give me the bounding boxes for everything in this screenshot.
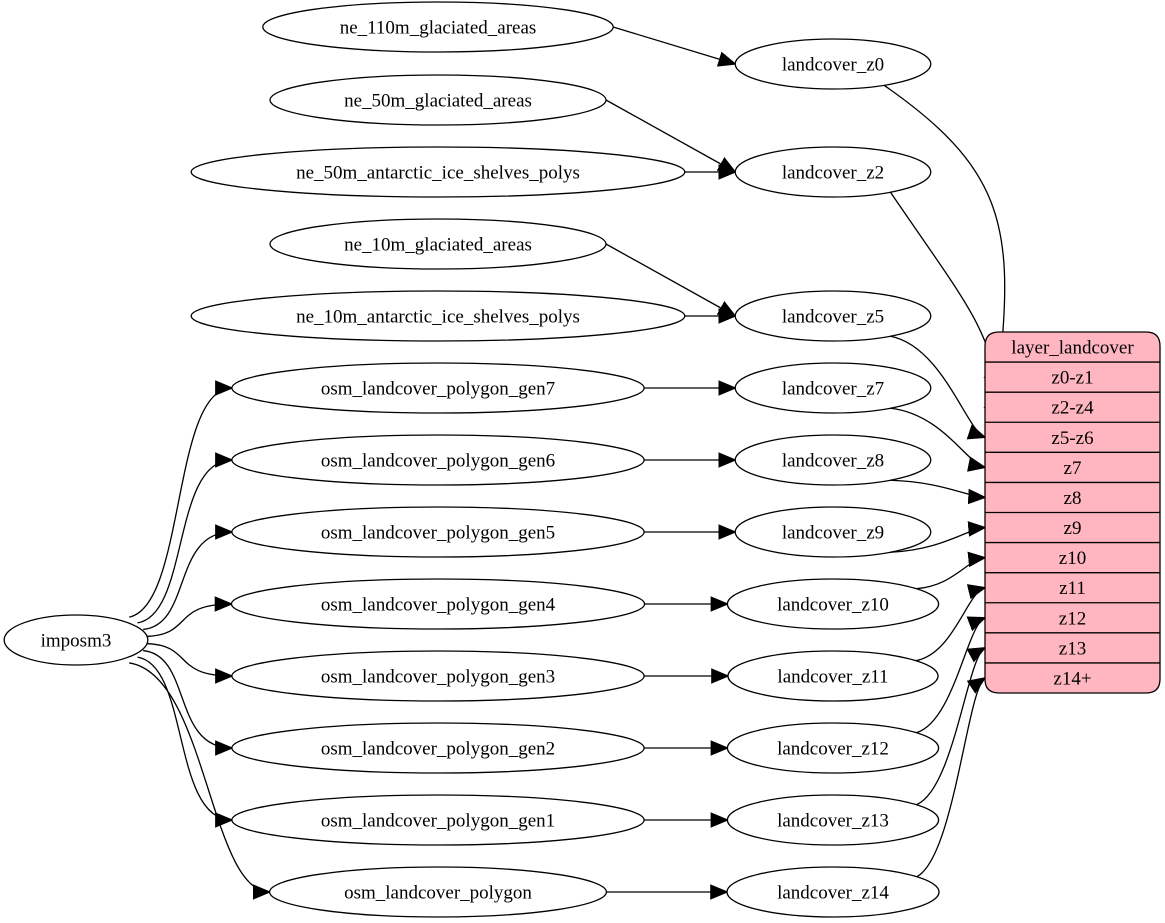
svg-text:osm_landcover_polygon_gen1: osm_landcover_polygon_gen1 (321, 811, 555, 832)
svg-text:osm_landcover_polygon_gen6: osm_landcover_polygon_gen6 (321, 451, 555, 472)
svg-text:osm_landcover_polygon_gen3: osm_landcover_polygon_gen3 (321, 667, 555, 688)
svg-text:landcover_z12: landcover_z12 (777, 739, 889, 760)
svg-text:z10: z10 (1059, 548, 1086, 569)
svg-text:osm_landcover_polygon_gen4: osm_landcover_polygon_gen4 (321, 595, 556, 616)
svg-text:osm_landcover_polygon_gen7: osm_landcover_polygon_gen7 (321, 379, 555, 400)
svg-text:osm_landcover_polygon_gen5: osm_landcover_polygon_gen5 (321, 523, 555, 544)
svg-text:osm_landcover_polygon: osm_landcover_polygon (344, 883, 532, 904)
svg-text:imposm3: imposm3 (41, 631, 112, 652)
svg-text:z8: z8 (1064, 488, 1082, 509)
svg-text:z5-z6: z5-z6 (1051, 428, 1093, 449)
svg-text:landcover_z9: landcover_z9 (782, 523, 884, 544)
svg-text:landcover_z10: landcover_z10 (777, 595, 889, 616)
svg-text:z9: z9 (1064, 518, 1082, 539)
svg-text:landcover_z14: landcover_z14 (777, 883, 889, 904)
svg-text:landcover_z11: landcover_z11 (777, 667, 888, 688)
svg-text:ne_50m_glaciated_areas: ne_50m_glaciated_areas (344, 91, 532, 112)
svg-text:ne_10m_glaciated_areas: ne_10m_glaciated_areas (344, 235, 532, 256)
svg-text:z12: z12 (1059, 608, 1086, 629)
svg-text:landcover_z13: landcover_z13 (777, 811, 889, 832)
svg-text:z2-z4: z2-z4 (1051, 398, 1094, 419)
svg-text:z7: z7 (1064, 458, 1082, 479)
svg-text:z11: z11 (1059, 578, 1086, 599)
svg-text:layer_landcover: layer_landcover (1011, 338, 1134, 359)
svg-text:landcover_z0: landcover_z0 (782, 55, 884, 76)
svg-text:z14+: z14+ (1053, 668, 1091, 689)
svg-text:z0-z1: z0-z1 (1051, 368, 1093, 389)
svg-text:z13: z13 (1059, 638, 1086, 659)
svg-text:landcover_z8: landcover_z8 (782, 451, 884, 472)
svg-text:landcover_z5: landcover_z5 (782, 307, 884, 328)
svg-text:landcover_z2: landcover_z2 (782, 163, 884, 184)
svg-text:osm_landcover_polygon_gen2: osm_landcover_polygon_gen2 (321, 739, 555, 760)
svg-text:ne_110m_glaciated_areas: ne_110m_glaciated_areas (340, 18, 537, 39)
svg-text:ne_50m_antarctic_ice_shelves_p: ne_50m_antarctic_ice_shelves_polys (296, 163, 580, 184)
svg-text:landcover_z7: landcover_z7 (782, 379, 884, 400)
svg-text:ne_10m_antarctic_ice_shelves_p: ne_10m_antarctic_ice_shelves_polys (296, 307, 580, 328)
